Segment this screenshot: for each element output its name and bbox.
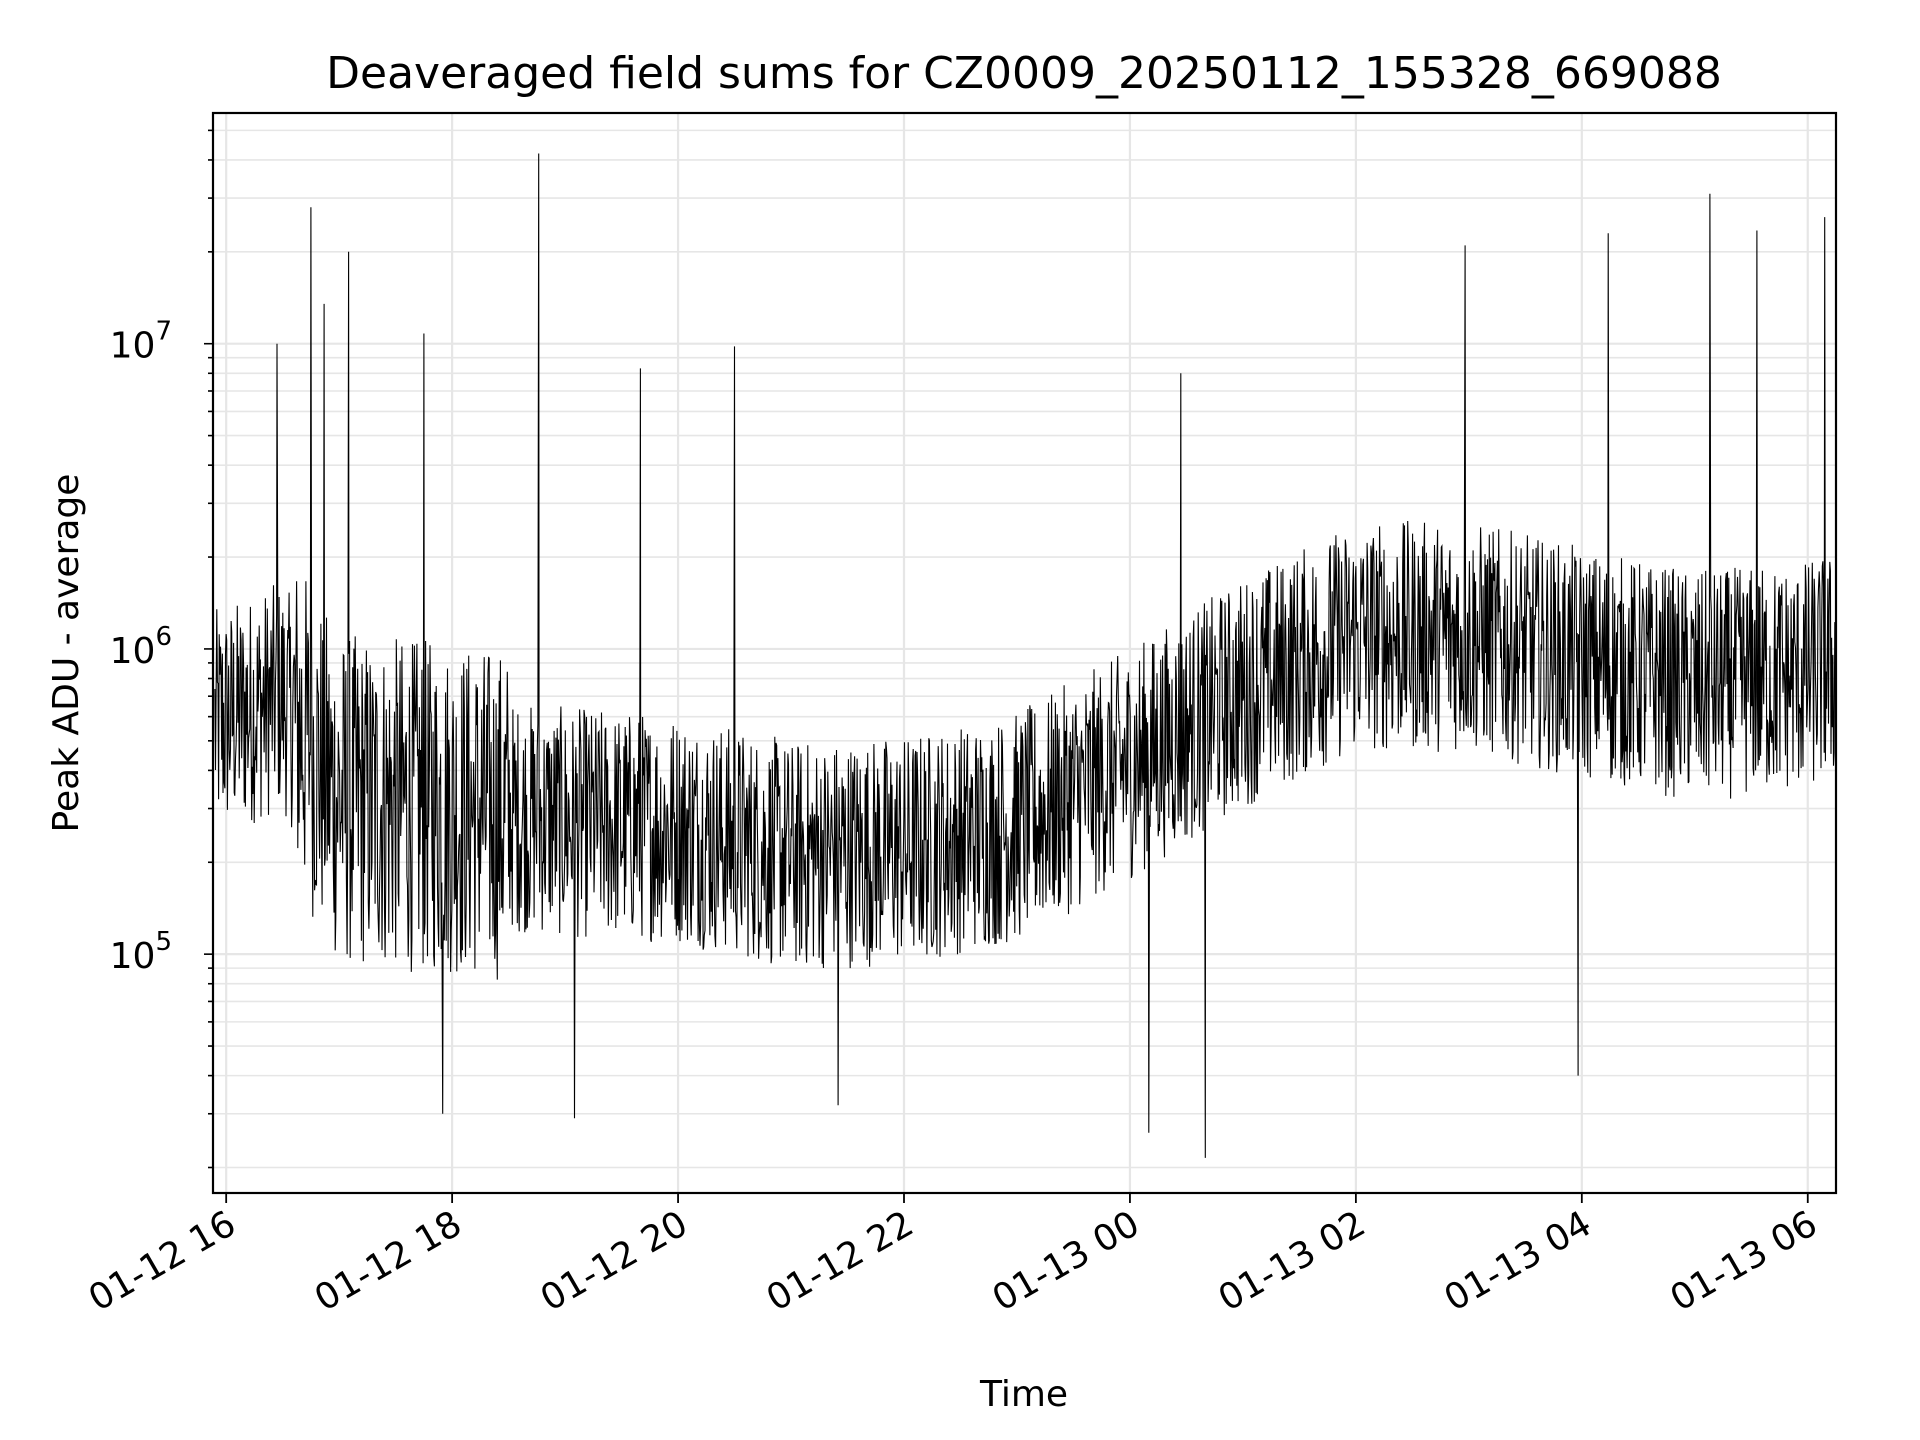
x-tick-label: 01-12 20 bbox=[534, 1203, 695, 1319]
x-tick-label: 01-13 00 bbox=[986, 1203, 1147, 1319]
data-series bbox=[214, 153, 1837, 1158]
series-line bbox=[214, 153, 1837, 1158]
x-tick-label: 01-12 18 bbox=[308, 1203, 469, 1319]
x-tick-label: 01-12 16 bbox=[82, 1203, 243, 1319]
y-tick-label: 107 bbox=[110, 317, 172, 367]
plot-frame bbox=[211, 111, 1838, 1195]
x-tick-label: 01-13 04 bbox=[1438, 1203, 1599, 1319]
chart-title: Deaveraged field sums for CZ0009_2025011… bbox=[326, 48, 1722, 99]
y-tick-label: 106 bbox=[110, 622, 172, 672]
y-tick-label: 105 bbox=[110, 927, 172, 977]
x-tick-label: 01-12 22 bbox=[760, 1203, 921, 1319]
x-axis-label: Time bbox=[979, 1374, 1068, 1415]
x-tick-label: 01-13 06 bbox=[1664, 1203, 1825, 1319]
y-axis-label: Peak ADU - average bbox=[46, 474, 87, 833]
x-tick-label: 01-13 02 bbox=[1212, 1203, 1373, 1319]
